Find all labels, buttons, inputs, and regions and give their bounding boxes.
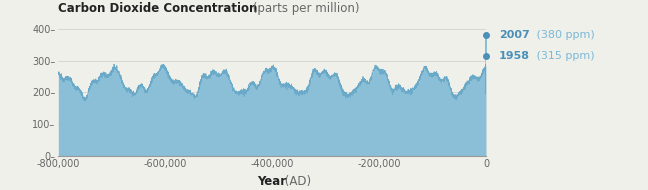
Text: Carbon Dioxide Concentration: Carbon Dioxide Concentration (58, 2, 258, 15)
Text: (315 ppm): (315 ppm) (533, 51, 595, 61)
Text: (parts per million): (parts per million) (249, 2, 360, 15)
Text: (AD): (AD) (281, 175, 311, 188)
Text: 1958: 1958 (499, 51, 530, 61)
Text: (380 ppm): (380 ppm) (533, 30, 595, 40)
Text: 2007: 2007 (499, 30, 529, 40)
Text: Year: Year (258, 175, 286, 188)
